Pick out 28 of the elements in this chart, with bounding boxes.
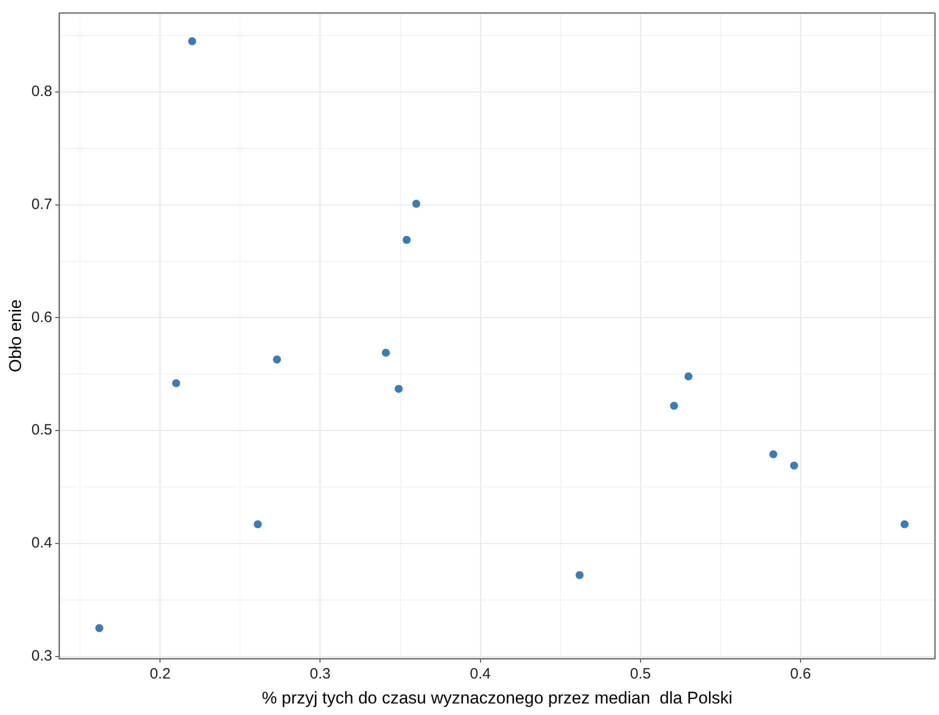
x-tick-label: 0.5 [630, 666, 651, 683]
point [188, 37, 196, 46]
y-tick-label: 0.4 [31, 534, 52, 552]
y-axis-title: Obło enie [6, 299, 25, 372]
point [576, 571, 584, 580]
x-axis-title: % przyj tych do czasu wyznaczonego przez median dla Polski [262, 688, 732, 708]
point [95, 624, 104, 632]
point [900, 520, 909, 528]
y-tick-label: 0.7 [31, 196, 52, 214]
point [412, 200, 420, 208]
point [769, 450, 778, 458]
x-tick-label: 0.4 [470, 666, 491, 683]
point [402, 236, 411, 244]
point [670, 402, 678, 410]
y-tick-label: 0.6 [31, 308, 52, 326]
point [394, 384, 403, 393]
y-tick-label: 0.8 [31, 83, 52, 100]
x-tick-label: 0.3 [310, 666, 331, 683]
y-tick-label: 0.3 [31, 647, 52, 664]
y-tick-label: 0.5 [31, 422, 52, 439]
point [382, 348, 390, 357]
point [254, 520, 262, 528]
point [172, 379, 180, 388]
x-tick-label: 0.2 [150, 666, 171, 683]
point [790, 462, 798, 470]
point [684, 372, 692, 380]
point [272, 356, 281, 364]
x-tick-label: 0.6 [790, 666, 811, 683]
